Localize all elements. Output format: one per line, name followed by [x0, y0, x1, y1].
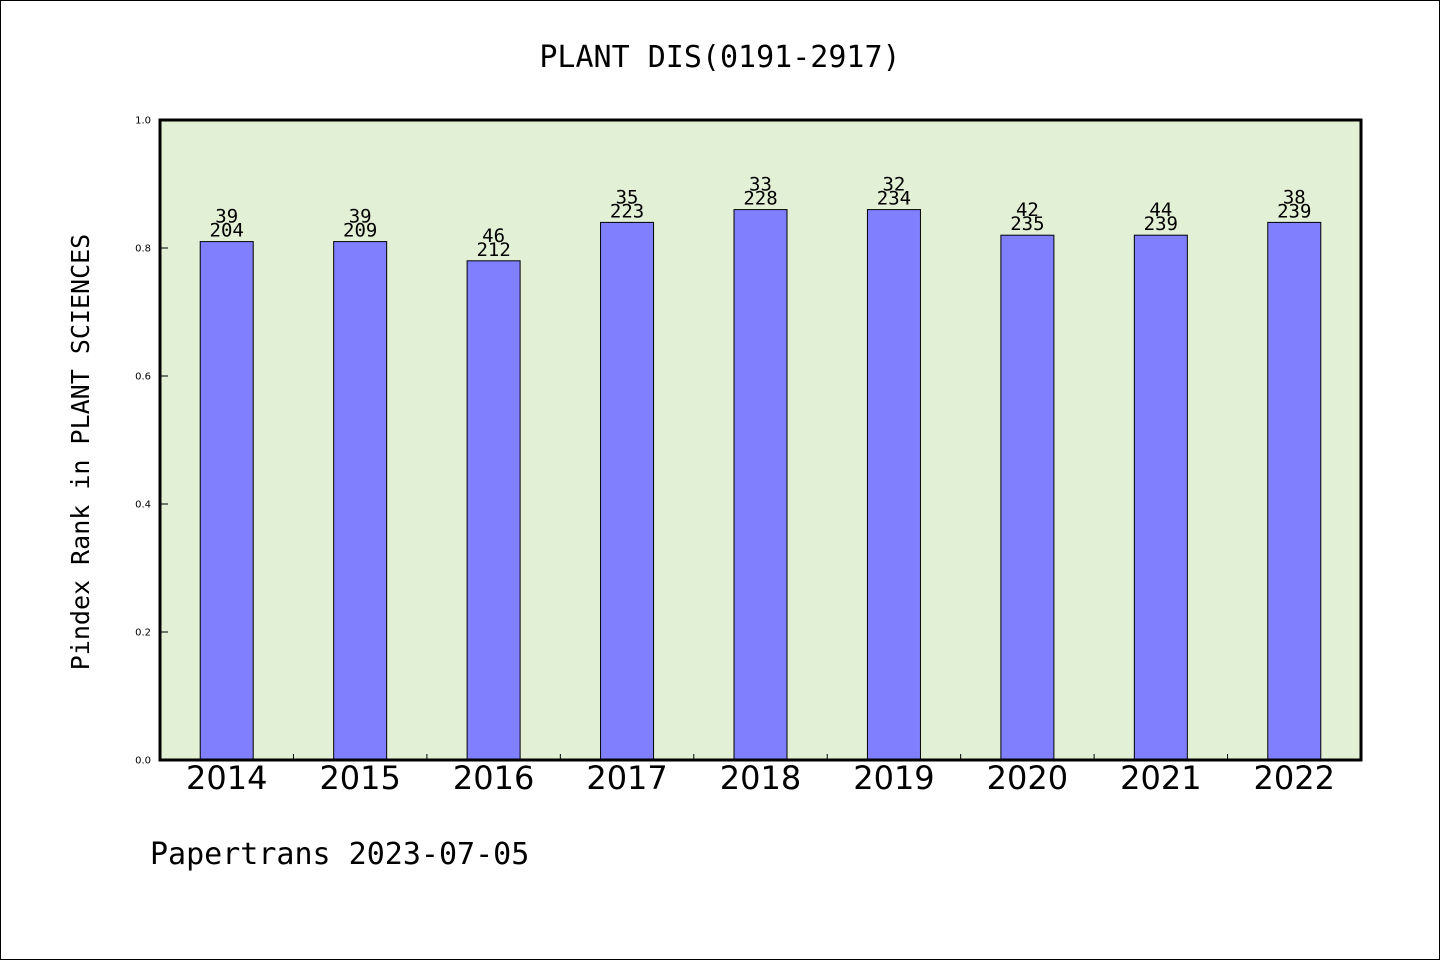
total-label-2018: 228 [743, 188, 777, 210]
x-tick-label-2019: 2019 [853, 759, 934, 797]
y-tick-label-1.0: 1.0 [135, 116, 151, 127]
rank-label-2015: 39 [349, 206, 372, 228]
rank-label-2017: 35 [616, 186, 639, 208]
bar-2019 [866, 209, 921, 761]
y-tick-label-0.8: 0.8 [135, 244, 151, 255]
y-tick-label-0.2: 0.2 [135, 628, 151, 639]
rank-label-2020: 42 [1016, 199, 1039, 221]
rank-label-2021: 44 [1149, 199, 1172, 221]
y-axis-label: Pindex Rank in PLANT SCIENCES [66, 234, 95, 671]
bar-2017 [600, 221, 655, 761]
x-tick-label-2016: 2016 [453, 759, 534, 797]
total-label-2014: 204 [210, 220, 244, 242]
rank-label-2014: 39 [215, 206, 238, 228]
rank-label-2019: 32 [882, 174, 905, 196]
footer-text: Papertrans 2023-07-05 [150, 837, 529, 872]
bar-2015 [333, 241, 388, 761]
total-label-2016: 212 [476, 239, 510, 261]
y-tick-label-0.6: 0.6 [135, 372, 151, 383]
x-tick-label-2021: 2021 [1120, 759, 1201, 797]
x-tick-label-2018: 2018 [720, 759, 801, 797]
plot-border [158, 118, 1363, 762]
x-tick-label-2022: 2022 [1254, 759, 1335, 797]
y-tick-label-0.4: 0.4 [135, 500, 151, 511]
chart-title: PLANT DIS(0191-2917) [539, 40, 900, 75]
x-axis: 2014 2015 2016 2017 2018 2019 2020 2021 2022 [186, 754, 1335, 797]
rank-label-2018: 33 [749, 174, 772, 196]
total-label-2017: 223 [610, 200, 644, 222]
bar-2018 [733, 209, 788, 761]
bar-2021 [1133, 234, 1188, 761]
total-label-2015: 209 [343, 220, 377, 242]
x-tick-label-2014: 2014 [186, 759, 267, 797]
total-label-2022: 239 [1277, 200, 1311, 222]
bar-2016 [466, 260, 521, 761]
total-label-2019: 234 [877, 188, 911, 210]
x-tick-label-2020: 2020 [987, 759, 1068, 797]
rank-label-2016: 46 [482, 225, 505, 247]
bar-2020 [1000, 234, 1055, 761]
x-tick-label-2017: 2017 [586, 759, 667, 797]
total-label-2021: 239 [1144, 213, 1178, 235]
rank-label-2022: 38 [1283, 186, 1306, 208]
total-label-2020: 235 [1010, 213, 1044, 235]
bar-2014 [199, 241, 254, 761]
bars-group [199, 209, 1322, 761]
x-tick-label-2015: 2015 [319, 759, 400, 797]
y-tick-label-0.0: 0.0 [135, 756, 151, 767]
bar-2022 [1267, 221, 1322, 761]
